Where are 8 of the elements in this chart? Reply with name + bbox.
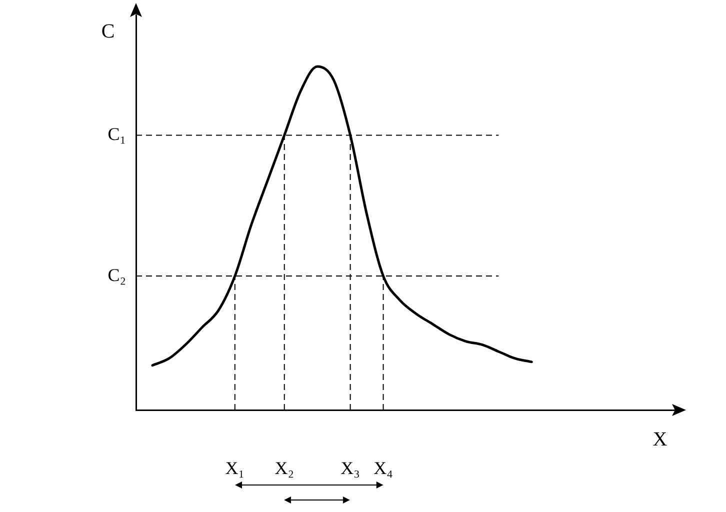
x-axis-title: X [652, 428, 668, 450]
x-tick-label: X₃ [340, 458, 360, 478]
ref-line-label: C₁ [108, 124, 126, 144]
ref-line-label: C₂ [108, 264, 126, 285]
x-tick-label: X₄ [374, 458, 393, 478]
y-axis-title: C [101, 20, 115, 42]
x-tick-label: X₁ [225, 458, 245, 478]
x-tick-label: X₂ [274, 458, 294, 478]
